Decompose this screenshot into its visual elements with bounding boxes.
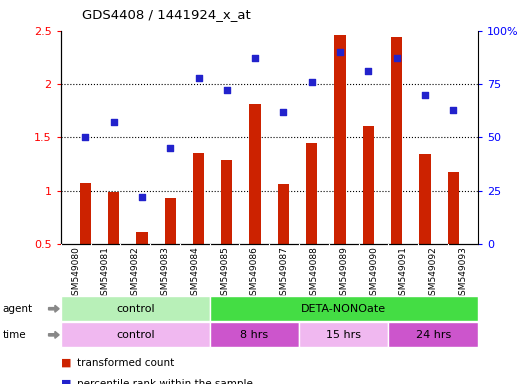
- Bar: [306, 142, 317, 244]
- Bar: [299, 322, 389, 348]
- Point: [81, 134, 90, 140]
- Text: transformed count: transformed count: [77, 358, 174, 367]
- Text: ■: ■: [61, 358, 71, 367]
- Text: GSM549090: GSM549090: [369, 247, 378, 301]
- Text: GSM549084: GSM549084: [190, 247, 199, 301]
- Text: GSM549088: GSM549088: [309, 247, 318, 301]
- Bar: [249, 104, 261, 244]
- Bar: [210, 322, 299, 348]
- Text: GSM549089: GSM549089: [340, 247, 348, 301]
- Point: [336, 49, 344, 55]
- Bar: [61, 322, 210, 348]
- Bar: [165, 198, 176, 244]
- Text: agent: agent: [3, 304, 33, 314]
- Text: GSM549085: GSM549085: [220, 247, 229, 301]
- Point: [421, 91, 429, 98]
- Point: [449, 106, 457, 113]
- Text: GSM549081: GSM549081: [101, 247, 110, 301]
- Bar: [278, 184, 289, 244]
- Bar: [419, 154, 430, 244]
- Text: GSM549093: GSM549093: [458, 247, 467, 301]
- Text: time: time: [3, 330, 26, 340]
- Point: [109, 119, 118, 126]
- Bar: [221, 160, 232, 244]
- Text: 8 hrs: 8 hrs: [240, 330, 268, 340]
- Bar: [391, 37, 402, 244]
- Point: [166, 145, 174, 151]
- Point: [307, 79, 316, 85]
- Text: GSM549086: GSM549086: [250, 247, 259, 301]
- Bar: [210, 296, 478, 321]
- Point: [223, 87, 231, 93]
- Point: [194, 74, 203, 81]
- Text: ■: ■: [61, 379, 71, 384]
- Bar: [389, 322, 478, 348]
- Bar: [61, 296, 210, 321]
- Point: [138, 194, 146, 200]
- Text: GSM549091: GSM549091: [399, 247, 408, 301]
- Bar: [136, 232, 148, 244]
- Bar: [80, 183, 91, 244]
- Text: GSM549080: GSM549080: [71, 247, 80, 301]
- Point: [251, 55, 259, 61]
- Text: 24 hrs: 24 hrs: [416, 330, 451, 340]
- Bar: [363, 126, 374, 244]
- Point: [364, 68, 373, 74]
- Text: DETA-NONOate: DETA-NONOate: [301, 304, 386, 314]
- Text: GSM549092: GSM549092: [429, 247, 438, 301]
- Text: GDS4408 / 1441924_x_at: GDS4408 / 1441924_x_at: [82, 8, 251, 21]
- Bar: [334, 35, 346, 244]
- Point: [279, 109, 288, 115]
- Text: GSM549082: GSM549082: [131, 247, 140, 301]
- Text: control: control: [116, 330, 155, 340]
- Bar: [448, 172, 459, 244]
- Text: control: control: [116, 304, 155, 314]
- Text: percentile rank within the sample: percentile rank within the sample: [77, 379, 252, 384]
- Bar: [108, 192, 119, 244]
- Bar: [193, 153, 204, 244]
- Point: [392, 55, 401, 61]
- Text: GSM549087: GSM549087: [280, 247, 289, 301]
- Text: GSM549083: GSM549083: [161, 247, 169, 301]
- Text: 15 hrs: 15 hrs: [326, 330, 361, 340]
